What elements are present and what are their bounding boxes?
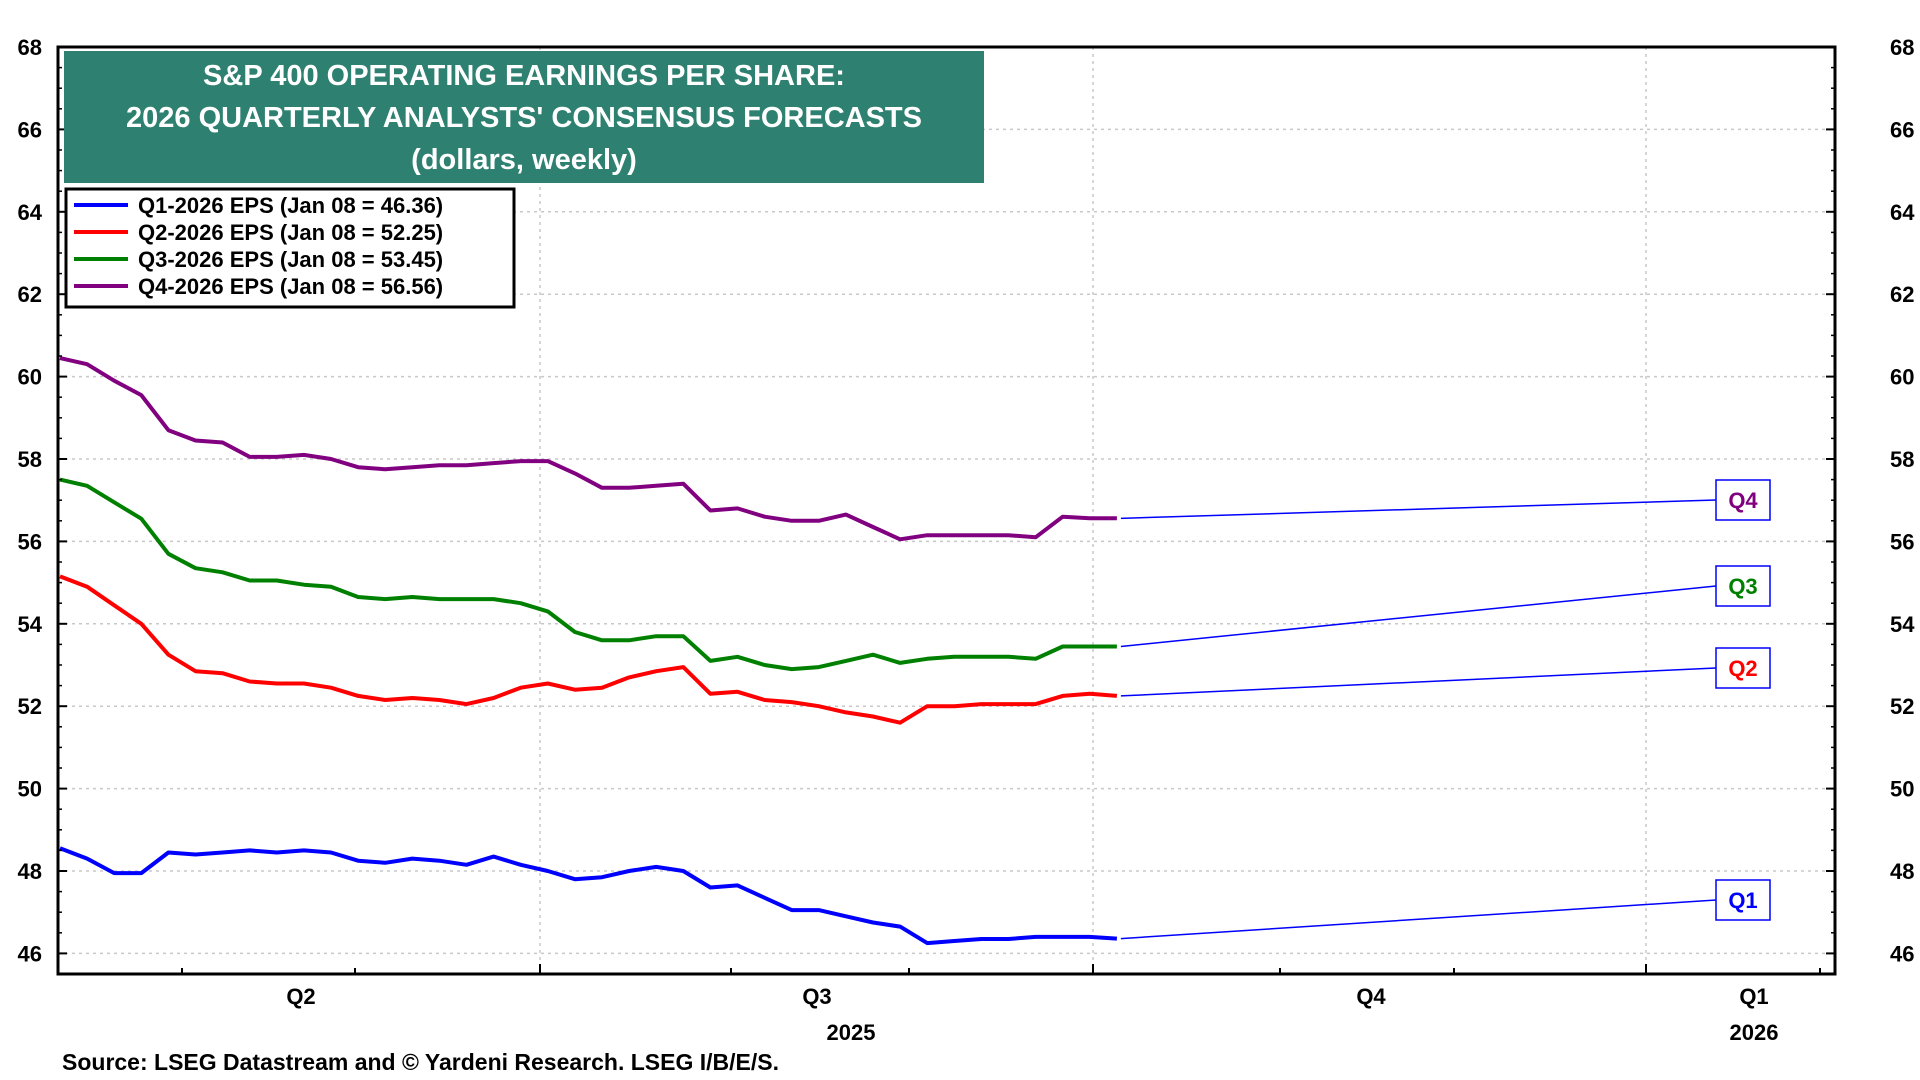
y-tick-label-right: 50 <box>1890 777 1914 802</box>
y-tick-label-right: 58 <box>1890 447 1914 472</box>
y-tick-label-left: 46 <box>18 941 42 966</box>
legend-label-q2: Q2-2026 EPS (Jan 08 = 52.25) <box>138 220 443 245</box>
x-axis <box>181 964 1821 974</box>
end-labels: Q1 Q2 Q3 Q4 <box>1120 479 1771 940</box>
y-tick-label-left: 64 <box>18 200 43 225</box>
end-label-connector-q2 <box>1120 667 1717 697</box>
y-tick-label-right: 60 <box>1890 365 1914 390</box>
x-year-2025: 2025 <box>827 1020 876 1045</box>
y-tick-label-right: 64 <box>1890 200 1915 225</box>
series-lines <box>59 356 1118 946</box>
y-tick-label-right: 66 <box>1890 117 1914 142</box>
series-line-q3 <box>59 477 1117 672</box>
y-tick-label-right: 56 <box>1890 529 1914 554</box>
end-label-q4: Q4 <box>1728 488 1758 513</box>
y-tick-label-right: 62 <box>1890 282 1914 307</box>
y-tick-label-left: 60 <box>18 365 42 390</box>
y-tick-label-left: 56 <box>18 529 42 554</box>
end-label-box-q1 <box>1715 879 1771 921</box>
end-label-connector-q4 <box>1120 499 1717 520</box>
title-line-3: (dollars, weekly) <box>411 144 637 176</box>
y-tick-label-left: 50 <box>18 777 42 802</box>
y-tick-label-right: 46 <box>1890 941 1914 966</box>
grid-lines <box>58 47 1835 974</box>
y-tick-label-left: 58 <box>18 447 42 472</box>
end-label-q1: Q1 <box>1728 888 1757 913</box>
legend-label-q1: Q1-2026 EPS (Jan 08 = 46.36) <box>138 193 443 218</box>
series-line-q1 <box>59 846 1118 946</box>
title-box: S&P 400 OPERATING EARNINGS PER SHARE: 20… <box>64 51 984 183</box>
series-line-q2 <box>59 574 1118 725</box>
end-label-q2: Q2 <box>1728 656 1757 681</box>
series-line-q4 <box>59 356 1117 542</box>
end-label-box-q4 <box>1715 479 1771 521</box>
end-label-q3: Q3 <box>1728 574 1757 599</box>
x-label-q4: Q4 <box>1356 984 1386 1009</box>
end-label-box-q3 <box>1715 565 1771 607</box>
end-label-connector-q3 <box>1120 585 1717 648</box>
y-tick-label-left: 54 <box>18 612 43 637</box>
x-label-q2: Q2 <box>286 984 315 1009</box>
legend: Q1-2026 EPS (Jan 08 = 46.36) Q2-2026 EPS… <box>64 187 516 309</box>
legend-label-q4: Q4-2026 EPS (Jan 08 = 56.56) <box>138 274 443 299</box>
x-year-2026: 2026 <box>1730 1020 1779 1045</box>
plot-frame <box>56 45 1837 976</box>
end-label-connector-q1 <box>1120 899 1717 940</box>
y-tick-label-left: 52 <box>18 694 42 719</box>
y-tick-label-right: 48 <box>1890 859 1914 884</box>
y-axis: 46 46 48 48 50 50 52 52 54 54 56 56 58 58 60 60 62 62 64 64… <box>18 35 1915 975</box>
legend-box <box>64 187 516 309</box>
title-line-2: 2026 QUARTERLY ANALYSTS' CONSENSUS FOREC… <box>126 102 922 134</box>
title-line-1: S&P 400 OPERATING EARNINGS PER SHARE: <box>203 60 845 92</box>
y-tick-label-right: 52 <box>1890 694 1914 719</box>
title-background <box>64 51 984 183</box>
y-tick-label-left: 66 <box>18 117 42 142</box>
y-tick-label-left: 62 <box>18 282 42 307</box>
x-label-q3: Q3 <box>802 984 831 1009</box>
y-tick-label-left: 68 <box>18 35 42 60</box>
legend-label-q3: Q3-2026 EPS (Jan 08 = 53.45) <box>138 247 443 272</box>
y-tick-label-right: 54 <box>1890 612 1915 637</box>
source-note: Source: LSEG Datastream and © Yardeni Re… <box>62 1049 779 1075</box>
y-tick-label-right: 68 <box>1890 35 1914 60</box>
end-label-box-q2 <box>1715 647 1771 689</box>
x-label-q1: Q1 <box>1739 984 1768 1009</box>
y-tick-label-left: 48 <box>18 859 42 884</box>
